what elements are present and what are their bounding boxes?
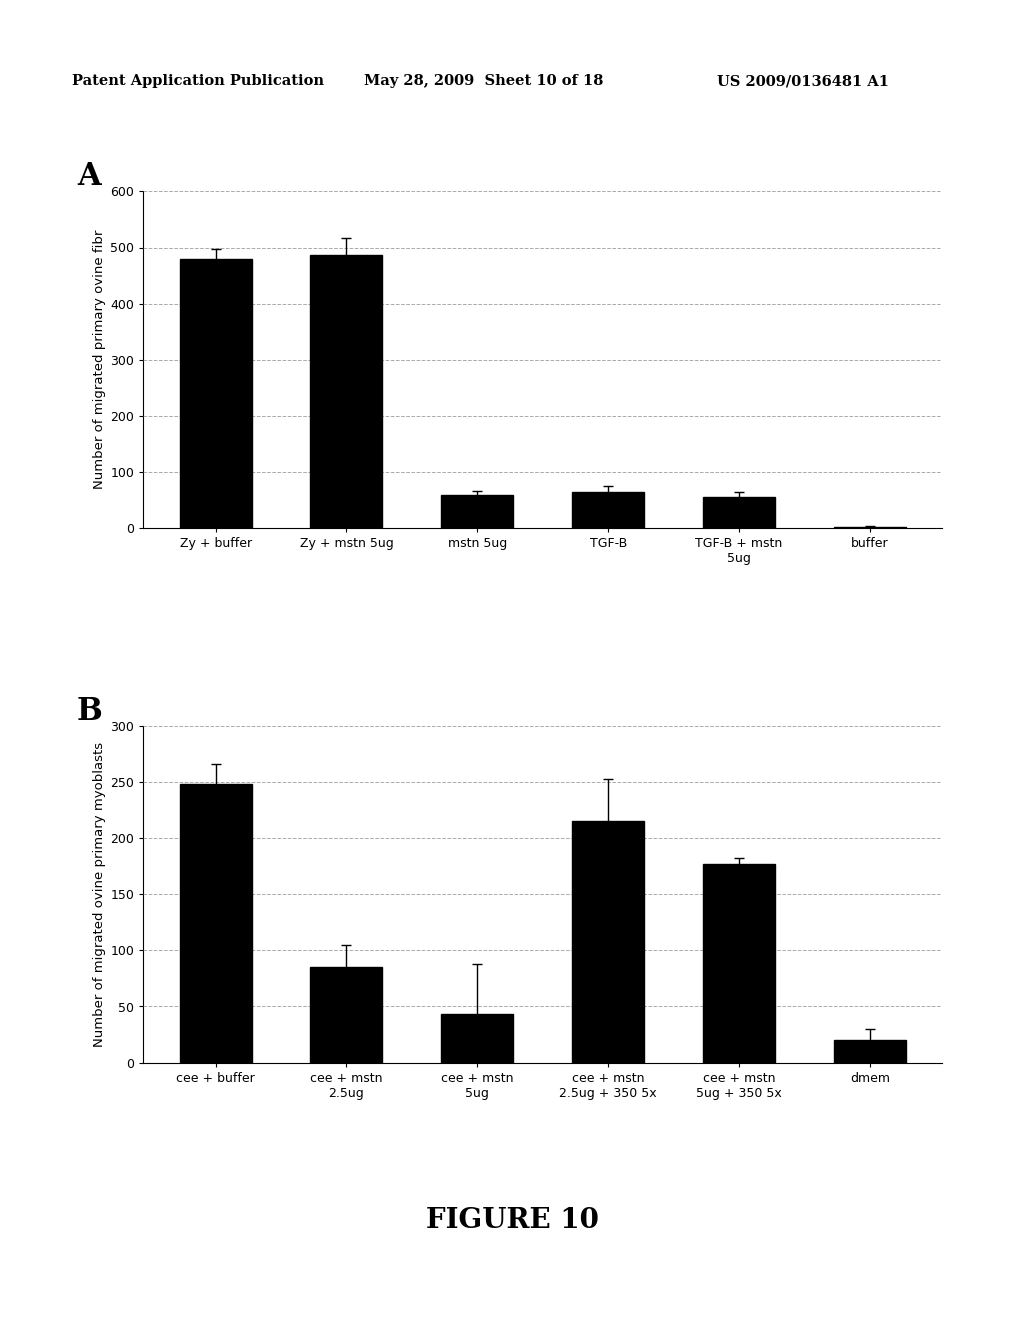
Bar [703, 865, 775, 1063]
Bar [834, 1040, 906, 1063]
Y-axis label: Number of migrated ovine primary myoblasts: Number of migrated ovine primary myoblas… [93, 742, 106, 1047]
Bar [572, 491, 644, 528]
Bar [441, 1014, 513, 1063]
Text: FIGURE 10: FIGURE 10 [426, 1208, 598, 1234]
Bar [310, 968, 382, 1063]
Bar [703, 498, 775, 528]
Text: May 28, 2009  Sheet 10 of 18: May 28, 2009 Sheet 10 of 18 [364, 74, 603, 88]
Text: Patent Application Publication: Patent Application Publication [72, 74, 324, 88]
Bar [179, 259, 252, 528]
Bar [441, 495, 513, 528]
Bar [572, 821, 644, 1063]
Bar [310, 255, 382, 528]
Text: US 2009/0136481 A1: US 2009/0136481 A1 [717, 74, 889, 88]
Y-axis label: Number of migrated primary ovine fibr: Number of migrated primary ovine fibr [93, 230, 106, 490]
Text: A: A [77, 161, 100, 191]
Bar [179, 784, 252, 1063]
Text: B: B [77, 696, 102, 726]
